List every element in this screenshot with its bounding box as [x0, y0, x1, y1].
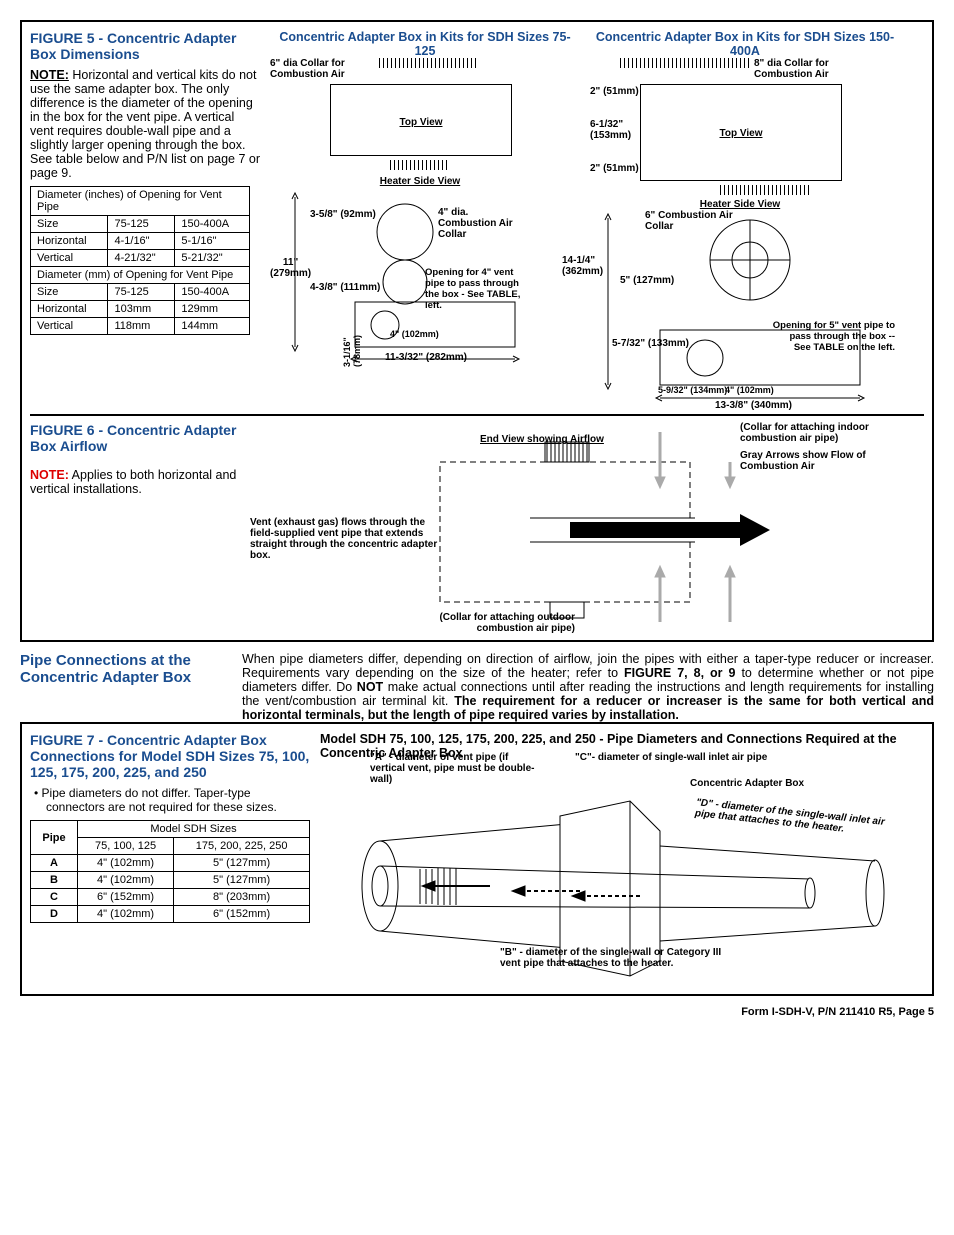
- page-footer: Form I-SDH-V, P/N 211410 R5, Page 5: [20, 1006, 934, 1018]
- pipe-connections: Pipe Connections at the Concentric Adapt…: [20, 652, 934, 722]
- fig6-diagram: End View showing Airflow (Collar for att…: [250, 422, 924, 632]
- fig5-right-diagram: Concentric Adapter Box in Kits for SDH S…: [590, 30, 900, 410]
- fig5-table1: Diameter (inches) of Opening for Vent Pi…: [30, 186, 250, 335]
- fig7-diagram: Model SDH 75, 100, 125, 175, 200, 225, a…: [320, 732, 924, 986]
- fig5-section: FIGURE 5 - Concentric Adapter Box Dimens…: [20, 20, 934, 642]
- top-view-label: Top View: [400, 117, 443, 128]
- fig5-mid-diagram: Concentric Adapter Box in Kits for SDH S…: [270, 30, 580, 410]
- pipe-body: When pipe diameters differ, depending on…: [242, 652, 934, 722]
- heater-side-label: Heater Side View: [330, 176, 510, 187]
- fig7-bullet: • Pipe diameters do not differ. Taper-ty…: [46, 786, 310, 814]
- dim-1414: 14-1/4"(362mm): [562, 255, 603, 277]
- fig5-right-svg: [590, 210, 900, 410]
- fig7-table: Pipe Model SDH Sizes 75, 100, 125 175, 2…: [30, 820, 310, 923]
- fig5-title: FIGURE 5 - Concentric Adapter Box Dimens…: [30, 30, 260, 62]
- fig6-left: FIGURE 6 - Concentric Adapter Box Airflo…: [30, 422, 240, 632]
- fig7-section: FIGURE 7 - Concentric Adapter Box Connec…: [20, 722, 934, 996]
- dim-11: 11"(279mm): [270, 257, 311, 279]
- fig5-note: NOTE: Horizontal and vertical kits do no…: [30, 68, 260, 180]
- fig5-left-col: FIGURE 5 - Concentric Adapter Box Dimens…: [30, 30, 260, 410]
